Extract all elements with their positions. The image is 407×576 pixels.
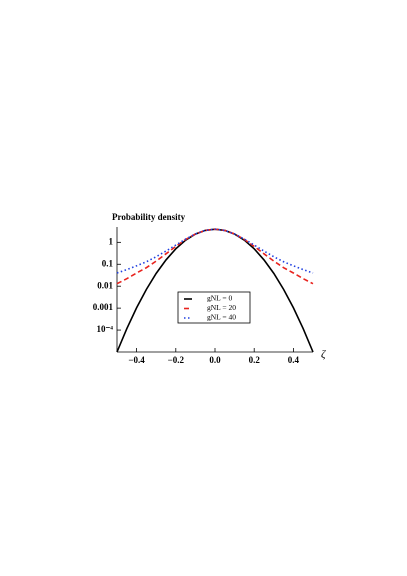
- x-tick-label: −0.4: [128, 355, 145, 365]
- x-tick-label: −0.2: [168, 355, 185, 365]
- x-tick-label: 0.4: [288, 355, 300, 365]
- y-tick-label: 1: [109, 236, 114, 246]
- chart-title: Probability density: [112, 212, 186, 222]
- x-tick-label: 0.2: [249, 355, 261, 365]
- series-line: [116, 228, 314, 274]
- y-tick-label: 0.001: [93, 302, 114, 312]
- y-tick-label: 0.1: [102, 258, 114, 268]
- x-tick-label: 0.0: [209, 355, 221, 365]
- y-tick-label: 10⁻⁴: [97, 324, 114, 334]
- legend-label: gNL = 0: [207, 294, 232, 303]
- legend-label: gNL = 40: [207, 313, 236, 322]
- legend-box: [177, 291, 251, 324]
- legend-label: gNL = 20: [207, 303, 236, 312]
- y-tick-label: 0.01: [97, 280, 113, 290]
- x-axis-label: ζ: [321, 349, 327, 361]
- series-line: [116, 228, 314, 353]
- series-line: [116, 228, 314, 285]
